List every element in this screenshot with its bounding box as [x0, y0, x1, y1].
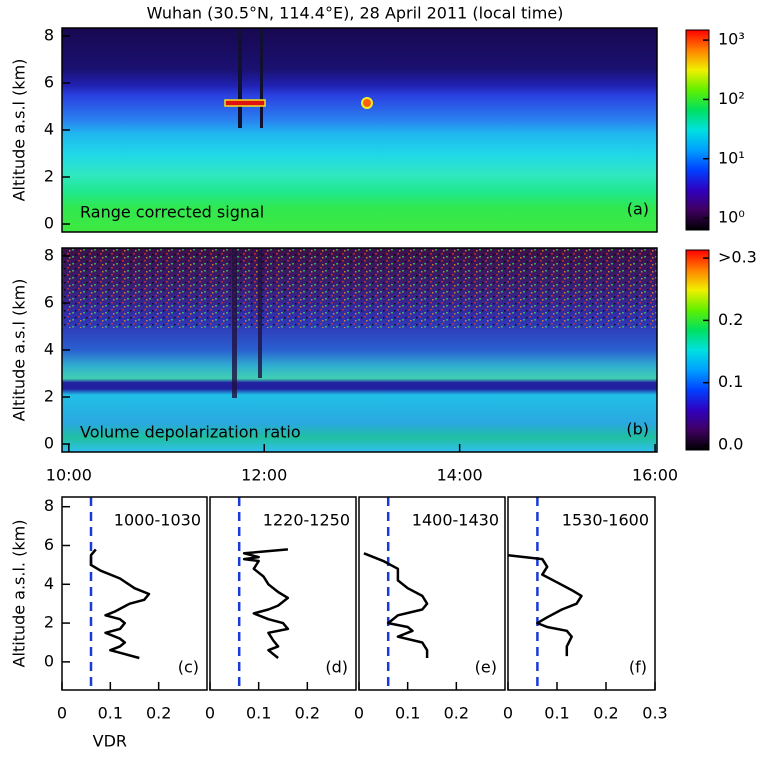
plot-frame — [358, 496, 506, 691]
x-tick-label: 0.1 — [395, 704, 420, 723]
colorbar — [685, 29, 710, 231]
panel-title: 1220-1250 — [263, 511, 350, 530]
heatmap-speckle — [62, 248, 657, 328]
x-tick-label: 0 — [354, 704, 364, 723]
profile-line — [242, 548, 290, 659]
y-tick-label: 2 — [44, 387, 54, 406]
panel-title: 1400-1430 — [412, 511, 499, 530]
x-tick-label: 12:00 — [241, 466, 287, 485]
panel-title: 1000-1030 — [114, 511, 201, 530]
y-axis-label: Altitude a.s.l (km) — [10, 59, 29, 202]
y-tick-label: 4 — [44, 340, 54, 359]
y-tick-label: 0 — [44, 434, 54, 453]
colorbar-tick-label: 10² — [718, 89, 745, 108]
heatmap-feature — [258, 248, 262, 378]
y-tick-label: 8 — [44, 245, 54, 264]
colorbar — [685, 249, 710, 451]
x-tick-label: 14:00 — [437, 466, 483, 485]
x-tick-label: 0.2 — [593, 704, 618, 723]
y-axis-label: Altitude a.s.l. (km) — [10, 520, 29, 668]
x-tick-label: 0.2 — [444, 704, 469, 723]
y-tick-label: 8 — [44, 25, 54, 44]
heatmap-image — [62, 28, 657, 232]
y-tick-label: 2 — [44, 613, 54, 632]
y-tick-label: 0 — [44, 214, 54, 233]
annotation: Range corrected signal — [80, 203, 264, 222]
y-tick-label: 4 — [44, 120, 54, 139]
panel-label: (f) — [629, 658, 647, 677]
y-tick-label: 6 — [44, 535, 54, 554]
panel-label: (c) — [178, 658, 199, 677]
x-tick-label: 0 — [503, 704, 513, 723]
profile-line — [89, 548, 151, 660]
panel-label: (e) — [475, 658, 497, 677]
x-tick-label: 0.1 — [544, 704, 569, 723]
profile-line — [507, 553, 583, 657]
x-axis-label: VDR — [93, 732, 127, 751]
colorbar-tick-label: 0.1 — [718, 372, 743, 391]
plot-frame — [61, 496, 208, 691]
heatmap-feature — [238, 28, 242, 128]
panel-label: (d) — [325, 658, 348, 677]
y-tick-label: 8 — [44, 496, 54, 515]
y-tick-label: 6 — [44, 72, 54, 91]
y-tick-label: 0 — [44, 651, 54, 670]
x-tick-label: 0.3 — [642, 704, 667, 723]
x-tick-label: 16:00 — [632, 466, 678, 485]
y-tick-label: 6 — [44, 292, 54, 311]
x-tick-label: 0 — [57, 704, 67, 723]
panel-label: (b) — [626, 420, 649, 439]
chart-title: Wuhan (30.5°N, 114.4°E), 28 April 2011 (… — [147, 4, 564, 23]
heatmap-feature — [260, 28, 263, 128]
colorbar-tick-label: 0.2 — [718, 310, 743, 329]
colorbar-tick-label: >0.3 — [718, 248, 757, 267]
plot-frame — [507, 496, 656, 691]
x-tick-label: 0.2 — [295, 704, 320, 723]
colorbar-tick-label: 10³ — [718, 30, 745, 49]
profile-line — [363, 552, 429, 658]
x-tick-label: 0.1 — [98, 704, 123, 723]
x-tick-label: 0 — [205, 704, 215, 723]
heatmap-feature — [232, 248, 237, 398]
y-tick-label: 2 — [44, 167, 54, 186]
y-axis-label: Altitude a.s.l (km) — [10, 279, 29, 422]
colorbar-tick-label: 10⁰ — [718, 208, 745, 227]
x-tick-label: 0.2 — [146, 704, 171, 723]
heatmap-feature — [361, 97, 373, 109]
colorbar-tick-label: 10¹ — [718, 148, 745, 167]
panel-title: 1530-1600 — [562, 511, 649, 530]
x-tick-label: 10:00 — [46, 466, 92, 485]
colorbar-tick-label: 0.0 — [718, 435, 743, 454]
x-tick-label: 0.1 — [246, 704, 271, 723]
panel-label: (a) — [627, 200, 649, 219]
plot-frame — [209, 496, 357, 691]
heatmap-feature — [224, 99, 266, 107]
annotation: Volume depolarization ratio — [80, 423, 301, 442]
y-tick-label: 4 — [44, 574, 54, 593]
